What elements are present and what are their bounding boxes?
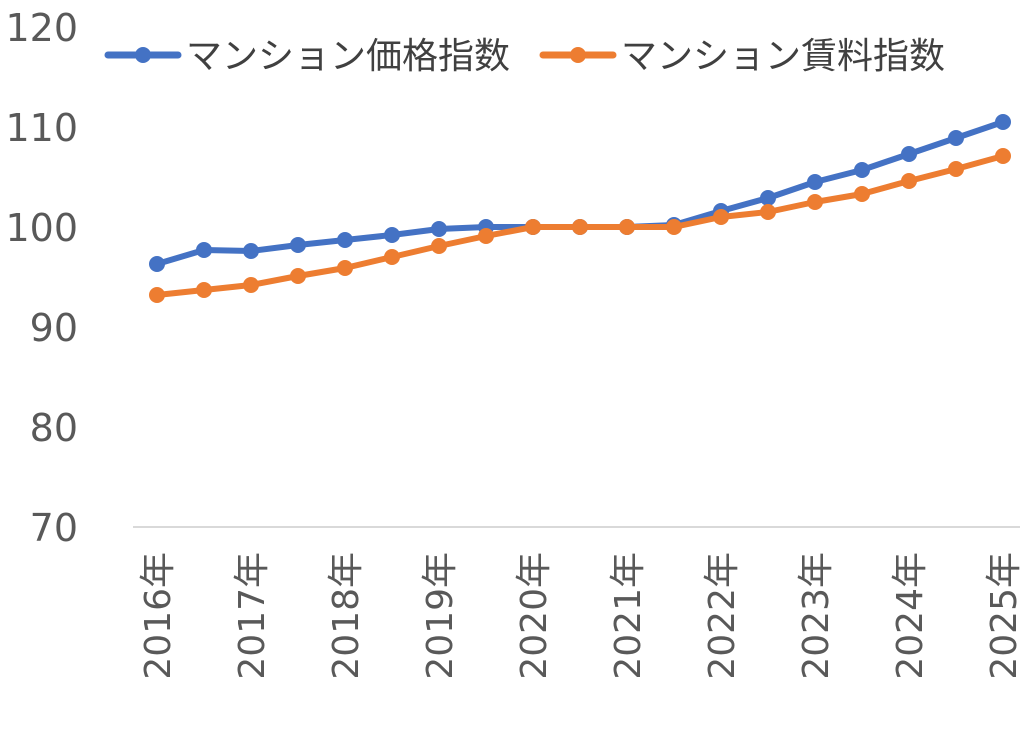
data-point: [995, 114, 1011, 130]
data-point: [196, 282, 212, 298]
data-point: [760, 204, 776, 220]
data-point: [619, 219, 635, 235]
y-tick-label: 100: [5, 206, 78, 250]
data-point: [384, 227, 400, 243]
data-point: [431, 238, 447, 254]
data-point: [243, 277, 259, 293]
data-point: [337, 232, 353, 248]
x-tick-label: 2025年: [984, 552, 1024, 680]
data-point: [713, 209, 729, 225]
series-layer: [149, 114, 1011, 303]
data-point: [807, 174, 823, 190]
x-tick-label: 2022年: [702, 552, 743, 680]
data-point: [760, 190, 776, 206]
y-tick-label: 80: [30, 406, 78, 450]
x-tick-label: 2017年: [232, 552, 273, 680]
data-point: [995, 148, 1011, 164]
data-point: [149, 256, 165, 272]
data-point: [948, 161, 964, 177]
data-point: [337, 260, 353, 276]
legend-marker-rent: [570, 47, 586, 63]
y-tick-label: 120: [5, 6, 78, 50]
data-point: [431, 221, 447, 237]
data-point: [290, 268, 306, 284]
x-axis-ticks: 2016年 2017年 2018年 2019年 2020年 2021年 2022年 2023年…: [138, 552, 1024, 680]
data-point: [901, 146, 917, 162]
legend: マンション価格指数 マンション賃料指数: [104, 36, 945, 77]
legend-item-rent: マンション賃料指数: [539, 36, 945, 77]
data-point: [196, 242, 212, 258]
y-axis-ticks: 70 80 90 100 110 120: [5, 6, 78, 550]
data-point: [243, 243, 259, 259]
legend-marker-price: [135, 47, 151, 63]
data-point: [478, 228, 494, 244]
x-tick-label: 2023年: [796, 552, 837, 680]
data-point: [149, 287, 165, 303]
data-point: [948, 130, 964, 146]
data-point: [854, 186, 870, 202]
x-tick-label: 2019年: [420, 552, 461, 680]
x-tick-label: 2018年: [326, 552, 367, 680]
data-point: [854, 162, 870, 178]
series-price: [149, 114, 1011, 272]
data-point: [290, 237, 306, 253]
data-point: [807, 194, 823, 210]
x-tick-label: 2016年: [138, 552, 179, 680]
legend-item-price: マンション価格指数: [104, 36, 510, 77]
data-point: [901, 173, 917, 189]
data-point: [572, 219, 588, 235]
x-tick-label: 2024年: [890, 552, 931, 680]
data-point: [525, 219, 541, 235]
legend-label-rent: マンション賃料指数: [621, 36, 945, 77]
data-point: [384, 249, 400, 265]
y-tick-label: 110: [5, 106, 78, 150]
series-rent: [149, 148, 1011, 303]
y-tick-label: 90: [30, 306, 78, 350]
y-tick-label: 70: [30, 506, 78, 550]
data-point: [666, 219, 682, 235]
x-tick-label: 2020年: [514, 552, 555, 680]
legend-label-price: マンション価格指数: [186, 36, 510, 77]
x-tick-label: 2021年: [608, 552, 649, 680]
